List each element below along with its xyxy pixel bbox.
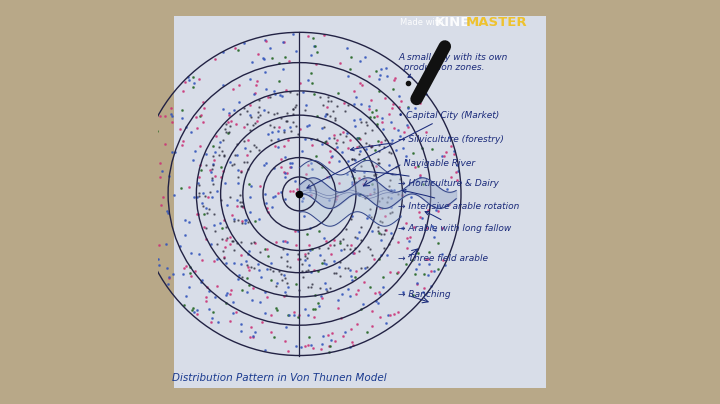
Text: A small city with its own
  production zones.: A small city with its own production zon… <box>398 53 508 78</box>
Text: → Three field arable: → Three field arable <box>398 254 488 263</box>
Text: Navigable River: Navigable River <box>398 159 475 168</box>
Text: → Ranching: → Ranching <box>398 290 451 299</box>
Text: → Silviculture (forestry): → Silviculture (forestry) <box>351 135 504 151</box>
Text: → Intensive arable rotation: → Intensive arable rotation <box>398 189 520 210</box>
Text: Made with: Made with <box>400 18 446 27</box>
FancyBboxPatch shape <box>174 16 546 388</box>
Text: → Horticulture & Dairy: → Horticulture & Dairy <box>352 169 499 188</box>
Text: • Capital City (Market): • Capital City (Market) <box>307 111 500 188</box>
Text: → Arable with long fallow: → Arable with long fallow <box>398 211 512 233</box>
Text: Distribution Pattern in Von Thunen Model: Distribution Pattern in Von Thunen Model <box>172 373 387 383</box>
Text: MASTER: MASTER <box>466 16 528 29</box>
Text: KINE: KINE <box>435 16 470 29</box>
